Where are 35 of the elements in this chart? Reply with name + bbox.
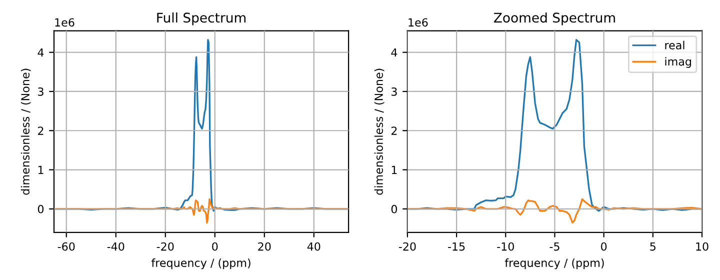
x-tick-label: -60 — [58, 242, 75, 251]
y-tick-label: 0 — [38, 204, 44, 214]
y-tick-label: 1 — [392, 166, 397, 174]
x-tick-label: 20 — [258, 242, 271, 251]
y-axis-title: dimensionless / (None) — [20, 68, 31, 195]
y-tick-label: 3 — [38, 87, 44, 96]
text: 1e6 — [55, 18, 74, 27]
x-tick-label: 40 — [307, 242, 320, 251]
x-axis-title: frequency / (ppm) — [504, 258, 604, 270]
x-tick-label: -20 — [398, 242, 416, 251]
y-tick-label: 4 — [391, 48, 398, 57]
legend-label: imag — [665, 57, 691, 68]
x-tick-label: 5 — [650, 242, 656, 251]
text: 1e6 — [408, 18, 428, 27]
legend-label: real — [665, 40, 684, 50]
x-tick-label: -20 — [156, 242, 174, 251]
x-tick-label: 10 — [696, 242, 708, 251]
x-axis-title: frequency / (ppm) — [151, 258, 250, 270]
y-tick-label: 2 — [38, 126, 44, 135]
x-tick-label: -40 — [107, 242, 124, 251]
chart-title: Full Spectrum — [157, 12, 246, 26]
y-tick-label: 2 — [391, 126, 397, 135]
line-series — [54, 198, 349, 224]
y-tick-label: 3 — [392, 87, 397, 96]
x-tick-label: 0 — [212, 242, 218, 251]
line-series — [407, 198, 702, 224]
y-axis-title: dimensionless / (None) — [374, 68, 384, 195]
x-tick-label: -5 — [550, 242, 560, 251]
chart-title: Zoomed Spectrum — [494, 12, 615, 26]
y-tick-label: 4 — [38, 48, 44, 57]
y-tick-label: 1 — [38, 166, 44, 174]
x-tick-label: -10 — [497, 242, 514, 251]
x-tick-label: -15 — [448, 242, 465, 251]
y-tick-label: 0 — [391, 204, 397, 214]
x-tick-label: 0 — [601, 242, 607, 251]
